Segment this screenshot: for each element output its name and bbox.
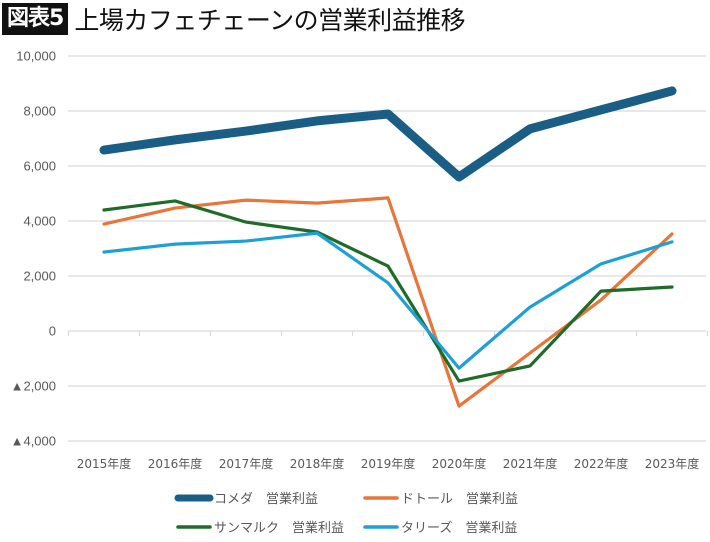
legend-item: サンマルク 営業利益 bbox=[176, 520, 344, 536]
legend-label: サンマルク 営業利益 bbox=[214, 520, 344, 536]
y-tick-label: 4,000 bbox=[23, 214, 56, 229]
y-tick-label: 10,000 bbox=[16, 49, 56, 64]
y-tick-label: 0 bbox=[49, 324, 56, 339]
y-tick-label: ▲4,000 bbox=[11, 434, 56, 449]
x-tick-label: 2018年度 bbox=[290, 456, 345, 471]
legend-item: ドトール 営業利益 bbox=[363, 491, 518, 507]
x-axis-ticks: 2015年度 2016年度 2017年度 2018年度 2019年度 2020年度 2021… bbox=[77, 456, 700, 471]
x-tick-label: 2021年度 bbox=[503, 456, 558, 471]
x-tick-label: 2016年度 bbox=[148, 456, 203, 471]
legend-item: タリーズ 営業利益 bbox=[363, 520, 517, 536]
y-tick-label: ▲2,000 bbox=[11, 379, 56, 394]
series-line-1 bbox=[102, 196, 674, 408]
legend-label: タリーズ 営業利益 bbox=[401, 520, 517, 536]
y-tick-label: 2,000 bbox=[23, 269, 56, 284]
x-tick-label: 2019年度 bbox=[361, 456, 416, 471]
series-lines bbox=[99, 86, 677, 408]
chart-header: 図表5 上場カフェチェーンの営業利益推移 bbox=[2, 2, 466, 36]
y-tick-label: 6,000 bbox=[23, 159, 56, 174]
x-tick-label: 2015年度 bbox=[77, 456, 132, 471]
legend-item: コメダ 営業利益 bbox=[174, 491, 318, 507]
legend-label: コメダ 営業利益 bbox=[214, 491, 318, 507]
x-tick-label: 2017年度 bbox=[219, 456, 274, 471]
series-line-2 bbox=[102, 199, 674, 383]
chart-title: 上場カフェチェーンの営業利益推移 bbox=[74, 6, 466, 35]
legend-label: ドトール 営業利益 bbox=[401, 491, 518, 507]
figure-badge: 図表5 bbox=[2, 3, 69, 35]
x-tick-label: 2020年度 bbox=[432, 456, 487, 471]
y-axis-ticks: 10,000 8,000 6,000 4,000 2,000 0 ▲2,000 ▲4,000 bbox=[11, 49, 56, 449]
series-line-0 bbox=[99, 86, 677, 182]
x-tick-label: 2023年度 bbox=[645, 456, 700, 471]
gridlines bbox=[67, 55, 709, 442]
series-line-3 bbox=[102, 231, 674, 370]
y-tick-label: 8,000 bbox=[23, 104, 56, 119]
x-tick-label: 2022年度 bbox=[574, 456, 629, 471]
